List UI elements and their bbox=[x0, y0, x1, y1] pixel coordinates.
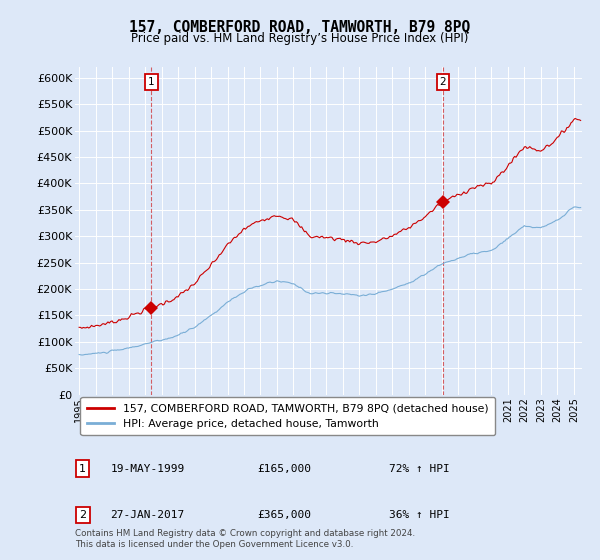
Text: 2: 2 bbox=[79, 510, 86, 520]
Text: 72% ↑ HPI: 72% ↑ HPI bbox=[389, 464, 450, 474]
Text: Price paid vs. HM Land Registry’s House Price Index (HPI): Price paid vs. HM Land Registry’s House … bbox=[131, 32, 469, 45]
Text: 1: 1 bbox=[148, 77, 155, 87]
Text: £365,000: £365,000 bbox=[257, 510, 311, 520]
Text: 19-MAY-1999: 19-MAY-1999 bbox=[110, 464, 185, 474]
Text: Contains HM Land Registry data © Crown copyright and database right 2024.
This d: Contains HM Land Registry data © Crown c… bbox=[75, 529, 415, 549]
Text: 2: 2 bbox=[440, 77, 446, 87]
Text: 27-JAN-2017: 27-JAN-2017 bbox=[110, 510, 185, 520]
Text: 36% ↑ HPI: 36% ↑ HPI bbox=[389, 510, 450, 520]
Text: £165,000: £165,000 bbox=[257, 464, 311, 474]
Text: 157, COMBERFORD ROAD, TAMWORTH, B79 8PQ: 157, COMBERFORD ROAD, TAMWORTH, B79 8PQ bbox=[130, 20, 470, 35]
Text: 1: 1 bbox=[79, 464, 86, 474]
Legend: 157, COMBERFORD ROAD, TAMWORTH, B79 8PQ (detached house), HPI: Average price, de: 157, COMBERFORD ROAD, TAMWORTH, B79 8PQ … bbox=[80, 397, 495, 436]
